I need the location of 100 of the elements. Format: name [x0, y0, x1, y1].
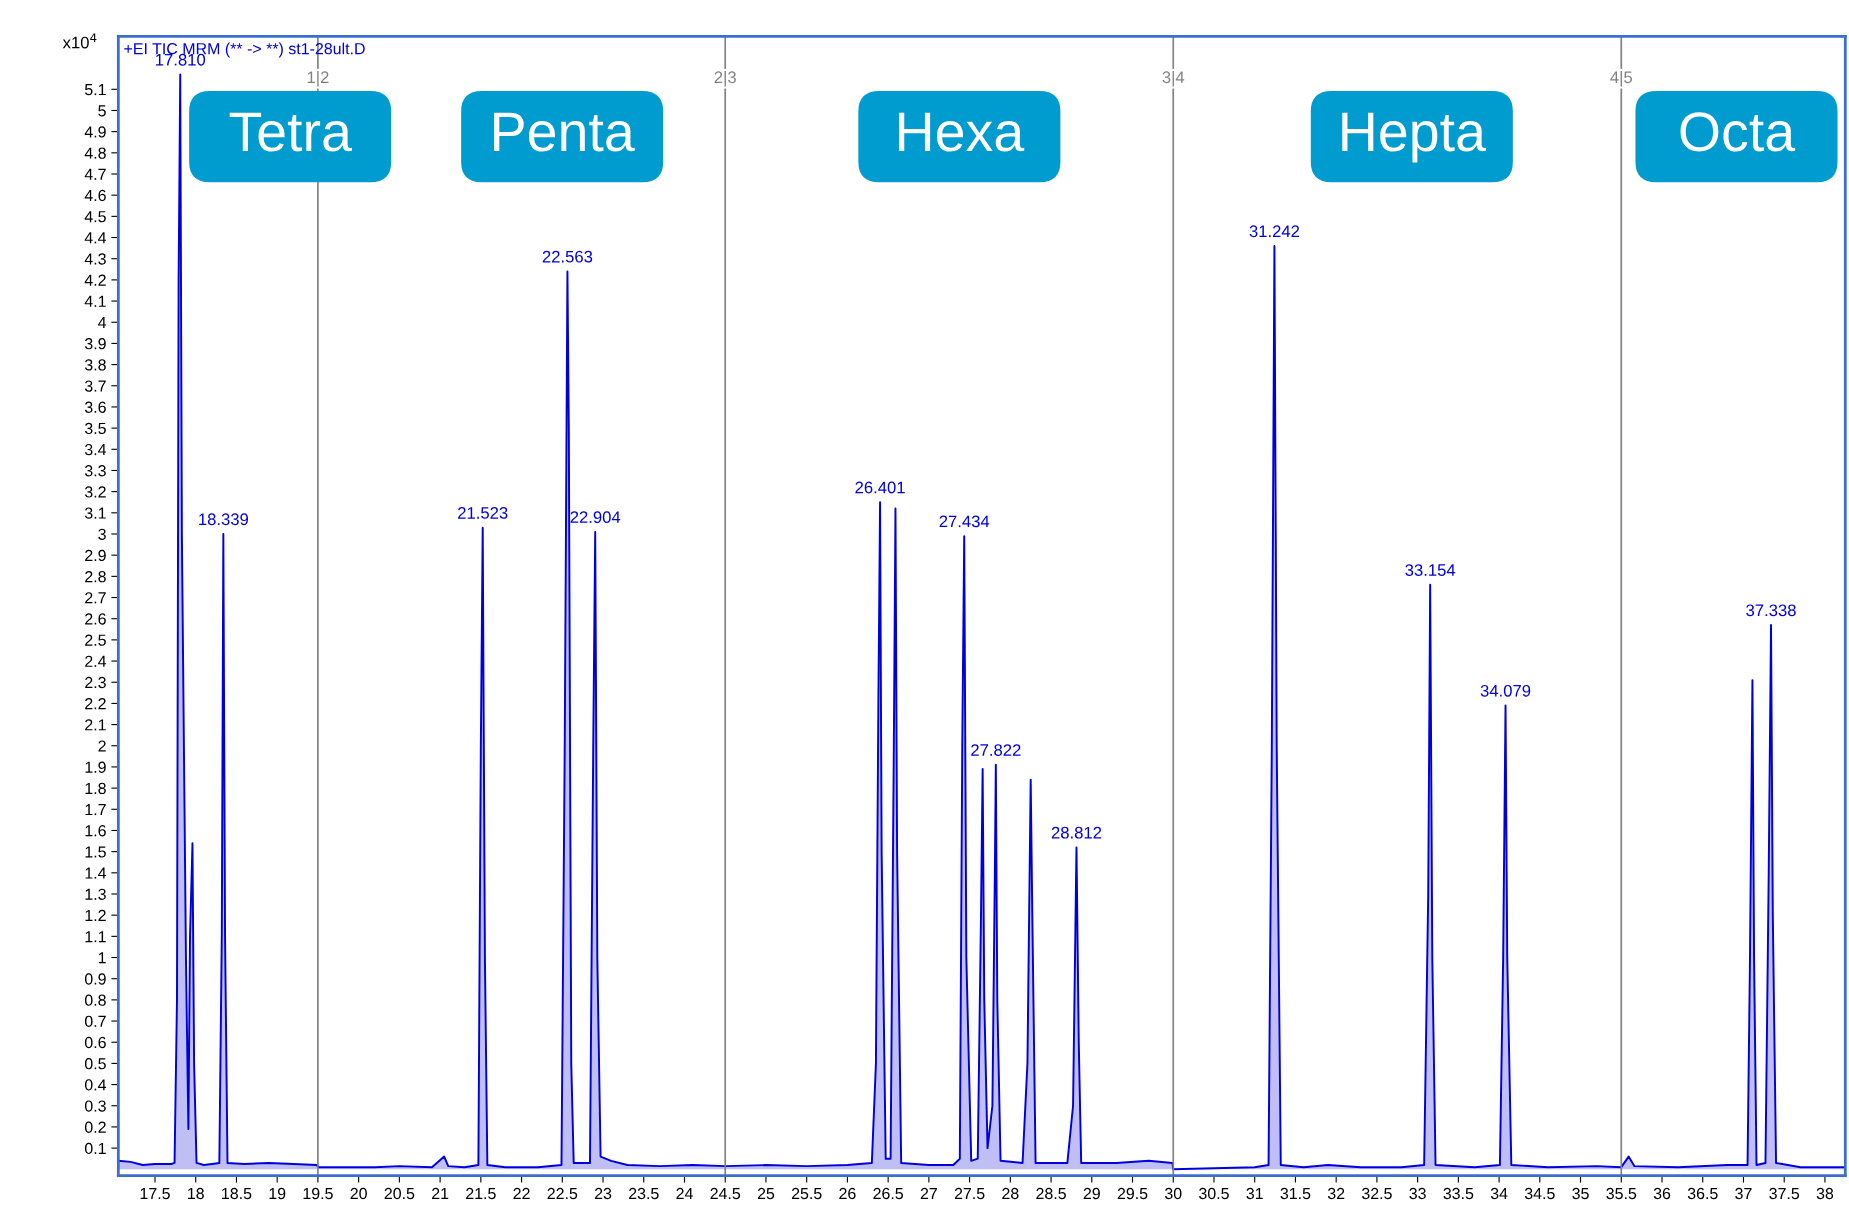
y-tick-label: 2.6	[85, 613, 106, 625]
x-tick-label: 32.5	[1361, 1187, 1392, 1200]
y-tick-label: 4.4	[84, 232, 107, 244]
x-tick-label: 25	[757, 1187, 775, 1200]
y-tick-label: 0.6	[84, 1036, 106, 1049]
y-tick-label: 3.8	[84, 359, 106, 371]
x-tick-label: 21.5	[466, 1187, 496, 1200]
x-tick-label: 21	[432, 1187, 449, 1200]
y-tick-label: 3.3	[84, 465, 106, 477]
y-tick-label: 0.3	[84, 1100, 106, 1112]
y-tick-label: 4.3	[84, 253, 106, 265]
y-tick-label: 1.6	[85, 825, 106, 837]
y-tick-label: 3.7	[84, 380, 106, 392]
x-tick-label: 27.5	[954, 1187, 985, 1200]
y-tick-label: 1.7	[85, 804, 106, 816]
y-tick-label: 4.2	[84, 274, 106, 286]
annotation: Hexa	[899, 112, 1025, 152]
y-tick-label: 0.8	[84, 994, 106, 1006]
x-tick-label: 26.5	[873, 1187, 904, 1200]
y-tick-label: 4.6	[84, 189, 106, 202]
annotation: 28.812	[1051, 826, 1102, 839]
y-tick-label: 4.1	[84, 295, 106, 307]
x-tick-label: 30.5	[1199, 1187, 1229, 1200]
y-tick-label: 3.5	[84, 422, 106, 435]
x-tick-label: 33.5	[1443, 1187, 1474, 1200]
x-tick-label: 24	[676, 1187, 693, 1200]
annotation: 34.079	[1480, 684, 1531, 697]
x-tick-label: 28	[1002, 1187, 1019, 1200]
x-tick-label: 37.5	[1769, 1187, 1800, 1200]
annotation: 18.339	[199, 513, 249, 526]
y-tick-label: 2.5	[85, 634, 106, 646]
y-tick-label: 5.1	[84, 84, 106, 96]
y-tick-label: 4	[98, 317, 107, 329]
x-tick-label: 33	[1409, 1187, 1426, 1200]
y-tick-label: 2.1	[85, 719, 106, 731]
annotation: 33.154	[1405, 564, 1456, 576]
x-tick-label: 25.5	[791, 1187, 822, 1200]
y-tick-label: 3.1	[84, 507, 106, 519]
y-tick-label: 5	[98, 105, 106, 117]
y-tick-label: 2.2	[85, 698, 106, 710]
x-tick-label: 20.5	[384, 1187, 415, 1200]
annotation: Octa	[1680, 112, 1796, 152]
y-tick-label: 4.8	[84, 147, 106, 159]
x-tick-label: 29	[1083, 1187, 1100, 1200]
x-tick-label: 22	[513, 1187, 530, 1200]
y-tick-label: 3.2	[84, 486, 106, 498]
x-tick-label: 34.5	[1524, 1187, 1555, 1200]
y-tick-label: 1.9	[85, 761, 106, 773]
x-tick-label: 31.5	[1280, 1187, 1311, 1200]
x-tick-label: 23.5	[629, 1187, 659, 1200]
y-tick-label: 0.7	[84, 1015, 106, 1027]
annotation: Penta	[494, 112, 635, 152]
x-tick-label: 36.5	[1687, 1187, 1718, 1200]
y-tick-label: 2	[98, 740, 106, 752]
y-tick-label: 1.8	[85, 782, 106, 795]
x-tick-label: 31	[1246, 1187, 1263, 1200]
y-tick-label: 3.6	[84, 401, 106, 413]
y-tick-label: 3.4	[84, 443, 107, 456]
annotation: 2|3	[714, 70, 736, 87]
x-tick-label: 37	[1735, 1187, 1752, 1200]
y-tick-label: 0.2	[84, 1121, 106, 1133]
y-tick-label: 1.4	[85, 867, 107, 879]
annotation: 22.904	[570, 511, 621, 524]
x-tick-label: 38	[1816, 1187, 1834, 1200]
y-tick-label: 3	[98, 528, 106, 540]
x-tick-label: 28.5	[1036, 1187, 1066, 1200]
annotation: 27.822	[971, 744, 1021, 756]
x-tick-label: 34	[1490, 1187, 1508, 1200]
x-tick-label: 24.5	[710, 1187, 741, 1200]
x-tick-label: 26	[839, 1187, 856, 1200]
x-tick-label: 19	[269, 1187, 286, 1200]
annotation: 37.338	[1746, 604, 1796, 617]
y-tick-label: 2.8	[85, 570, 106, 583]
annotation: 26.401	[855, 481, 905, 494]
y-tick-label: 3.9	[84, 338, 106, 350]
y-tick-label: 0.4	[84, 1079, 107, 1091]
x-tick-label: 19.5	[303, 1187, 333, 1200]
annotation: 1|2	[307, 70, 329, 87]
annotation: 4|5	[1610, 70, 1633, 87]
y-axis-title: x10$^{4}$	[62, 33, 97, 49]
y-tick-label: 0.9	[84, 973, 106, 985]
y-tick-label: 2.7	[85, 592, 106, 604]
x-tick-label: 29.5	[1117, 1187, 1148, 1200]
y-tick-label: 2.4	[85, 655, 107, 667]
x-tick-label: 20	[350, 1187, 367, 1200]
y-tick-label: 1.2	[85, 909, 106, 921]
x-tick-label: 35.5	[1606, 1187, 1637, 1200]
annotation: Tetra	[229, 112, 352, 152]
x-tick-label: 17.5	[140, 1188, 170, 1200]
x-tick-label: 32	[1327, 1187, 1345, 1200]
y-tick-label: 0.1	[84, 1142, 106, 1155]
x-tick-label: 30	[1164, 1187, 1182, 1200]
y-tick-label: 1.5	[85, 846, 106, 858]
x-tick-label: 27	[920, 1187, 937, 1200]
y-tick-label: 4.5	[84, 211, 106, 223]
x-tick-label: 22.5	[547, 1187, 578, 1200]
annotation: 31.242	[1249, 225, 1300, 238]
y-tick-label: 1	[98, 952, 106, 964]
y-tick-label: 4.9	[84, 126, 106, 138]
annotation: 3|4	[1162, 70, 1185, 87]
